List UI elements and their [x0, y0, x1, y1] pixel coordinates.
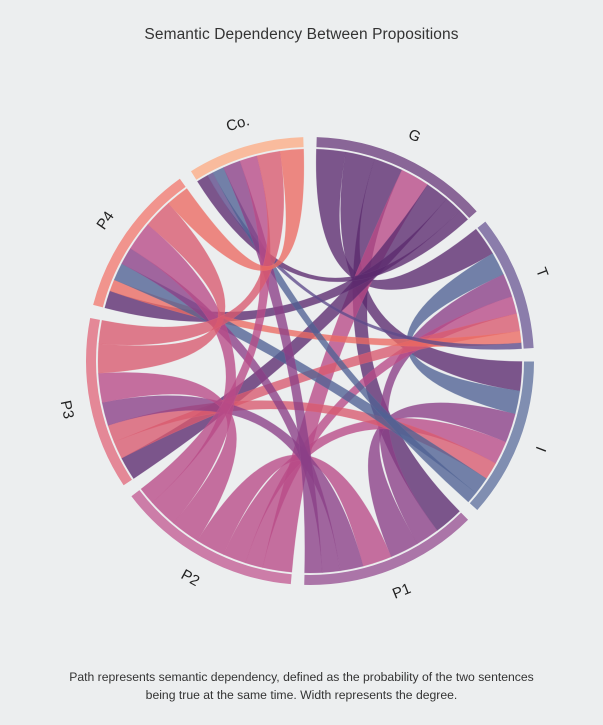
- group-label-p1: P1: [390, 580, 413, 603]
- group-label-co: Co.: [224, 112, 251, 135]
- group-label-p2: P2: [178, 566, 202, 590]
- chord-P3-P4[interactable]: [97, 202, 226, 374]
- caption-line-1: Path represents semantic dependency, def…: [69, 670, 534, 684]
- group-arc-t[interactable]: [477, 221, 534, 349]
- chord-P4-Co[interactable]: [167, 148, 305, 271]
- group-label-t: T: [532, 265, 551, 280]
- chord-T-Co[interactable]: [207, 172, 522, 350]
- group-arc-g[interactable]: [316, 137, 477, 219]
- caption-line-2: being true at the same time. Width repre…: [145, 688, 458, 702]
- group-arcs: [86, 137, 534, 586]
- group-arc-p2[interactable]: [131, 490, 292, 585]
- chart-caption: Path represents semantic dependency, def…: [20, 668, 583, 704]
- group-label-p4: P4: [93, 208, 117, 233]
- chord-G-T[interactable]: [315, 148, 494, 290]
- group-arc-p4[interactable]: [93, 178, 186, 308]
- group-labels: G T I P1 P2 P3 P4 Co.: [57, 112, 552, 603]
- chord-T-I[interactable]: [406, 253, 521, 415]
- chord-P3-Co[interactable]: [98, 150, 284, 346]
- group-label-i: I: [533, 444, 550, 454]
- chart-title: Semantic Dependency Between Propositions: [144, 26, 459, 43]
- group-label-g: G: [406, 126, 424, 146]
- group-label-p3: P3: [57, 399, 77, 420]
- group-arc-co[interactable]: [191, 137, 304, 180]
- chord-P2-P3[interactable]: [98, 372, 237, 542]
- chord-P2-Co[interactable]: [140, 155, 271, 504]
- group-arc-p1[interactable]: [304, 512, 469, 586]
- chord-ribbons: [97, 148, 523, 574]
- group-arc-p3[interactable]: [86, 317, 132, 486]
- group-arc-i[interactable]: [469, 361, 534, 510]
- chord-P1-P2[interactable]: [196, 454, 392, 567]
- chord-I-P1[interactable]: [367, 402, 516, 558]
- chord-P1-Co[interactable]: [223, 160, 323, 574]
